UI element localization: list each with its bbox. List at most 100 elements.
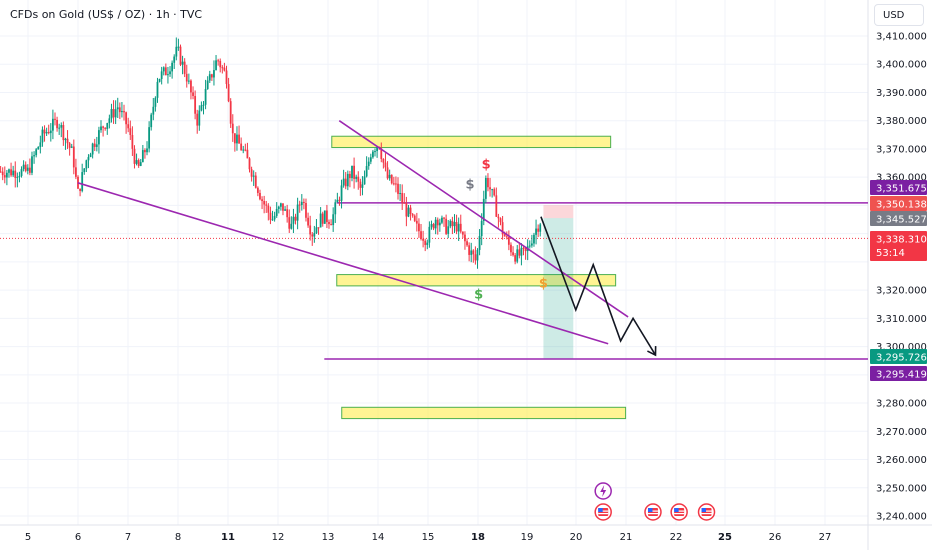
candle-body xyxy=(171,62,174,72)
time-tick-label: 13 xyxy=(322,532,335,543)
price-tick-label: 3,360.000 xyxy=(876,173,927,184)
candle-body xyxy=(328,222,330,225)
currency-selector[interactable]: USD xyxy=(874,4,924,26)
candle-body xyxy=(382,158,385,163)
candle-body xyxy=(503,234,506,237)
candle-body xyxy=(141,150,144,163)
candle-body xyxy=(131,135,134,149)
candle-body xyxy=(52,118,54,131)
candle-body xyxy=(407,207,410,217)
candle-body xyxy=(75,167,77,177)
candle-body xyxy=(62,125,65,141)
candle-body xyxy=(246,149,249,159)
candle-body xyxy=(476,249,479,261)
candle-body xyxy=(116,107,119,110)
flag-stripe xyxy=(647,513,658,515)
candle-body xyxy=(294,216,297,221)
support-resistance-zones xyxy=(331,135,627,420)
flag-canton xyxy=(701,508,707,512)
flag-stripe xyxy=(674,513,685,515)
projection-arrow xyxy=(540,216,657,356)
candle-body xyxy=(135,160,138,164)
candle-body xyxy=(518,249,521,256)
candle-body xyxy=(22,164,25,170)
candle-body xyxy=(35,149,38,156)
time-tick-label: 25 xyxy=(718,532,732,543)
candle-body xyxy=(284,209,286,211)
candle-body xyxy=(533,234,535,244)
candle-body xyxy=(399,193,402,195)
chart-title: CFDs on Gold (US$ / OZ) · 1h · TVC xyxy=(10,8,203,21)
candle-body xyxy=(499,218,502,223)
candle-body xyxy=(156,81,159,98)
candle-body xyxy=(183,61,186,74)
candle-body xyxy=(305,203,307,218)
price-tick-label: 3,280.000 xyxy=(876,399,927,410)
candle-body xyxy=(290,223,293,229)
candle-body xyxy=(89,154,92,158)
price-tick-label: 3,300.000 xyxy=(876,342,927,353)
candle-body xyxy=(438,222,441,226)
price-tick-label: 3,240.000 xyxy=(876,512,927,523)
projection-path xyxy=(540,216,657,357)
candle-body xyxy=(192,92,194,96)
candle-body xyxy=(351,165,353,179)
candle-body xyxy=(367,161,370,167)
candle-body xyxy=(127,124,130,129)
candle-body xyxy=(384,162,387,168)
candle-body xyxy=(321,213,324,224)
candle-body xyxy=(254,175,257,188)
candle-body xyxy=(426,242,429,245)
candle-body xyxy=(198,110,201,126)
candle-body xyxy=(530,243,533,246)
candle-body xyxy=(121,111,123,113)
dividend-icon: $ xyxy=(482,158,491,173)
flag-stripe xyxy=(598,513,609,515)
price-tag-label: 3,345.527 xyxy=(876,215,927,226)
candle-body xyxy=(401,193,404,203)
candle-body xyxy=(215,60,217,71)
candle-body xyxy=(137,160,140,166)
candle-body xyxy=(349,173,351,179)
candle-body xyxy=(154,97,157,107)
time-tick-label: 15 xyxy=(422,532,435,543)
candle-body xyxy=(70,146,73,148)
candle-body xyxy=(43,129,46,134)
supply-demand-zone xyxy=(331,135,612,149)
candle-body xyxy=(361,184,364,188)
candle-body xyxy=(5,172,8,178)
candle-body xyxy=(342,178,345,186)
candle-body xyxy=(240,143,243,151)
candle-body xyxy=(372,151,374,158)
candle-body xyxy=(413,215,416,221)
price-tag xyxy=(870,211,927,226)
candle-body xyxy=(41,129,44,143)
candle-body xyxy=(256,187,259,193)
candle-body xyxy=(472,250,475,255)
candle-body xyxy=(451,220,454,227)
price-tick-label: 3,250.000 xyxy=(876,483,927,494)
candle-body xyxy=(334,202,337,215)
price-tags: 3,351.675 3,350.138 3,345.527 3,338.310 53:1… xyxy=(870,180,927,381)
price-tag-label: 3,295.726 xyxy=(876,353,927,364)
candle-body xyxy=(336,199,339,203)
candle-body xyxy=(390,174,393,184)
dividend-icon: $ xyxy=(465,177,474,192)
candle-body xyxy=(273,215,276,220)
time-tick-label: 7 xyxy=(125,532,131,543)
candle-body xyxy=(95,144,98,147)
candle-body xyxy=(187,80,190,82)
flag-stripe xyxy=(701,510,712,512)
candle-body xyxy=(292,216,295,224)
price-tag-label: 3,351.675 xyxy=(876,184,927,195)
candle-body xyxy=(355,176,358,179)
candle-body xyxy=(420,231,422,239)
candle-body xyxy=(219,60,222,68)
price-tick-label: 3,370.000 xyxy=(876,144,927,155)
time-tick-label: 27 xyxy=(819,532,832,543)
countdown-label: 53:14 xyxy=(876,248,905,259)
candle-body xyxy=(123,111,125,113)
price-tick-label: 3,400.000 xyxy=(876,60,927,71)
candle-body xyxy=(501,222,504,235)
